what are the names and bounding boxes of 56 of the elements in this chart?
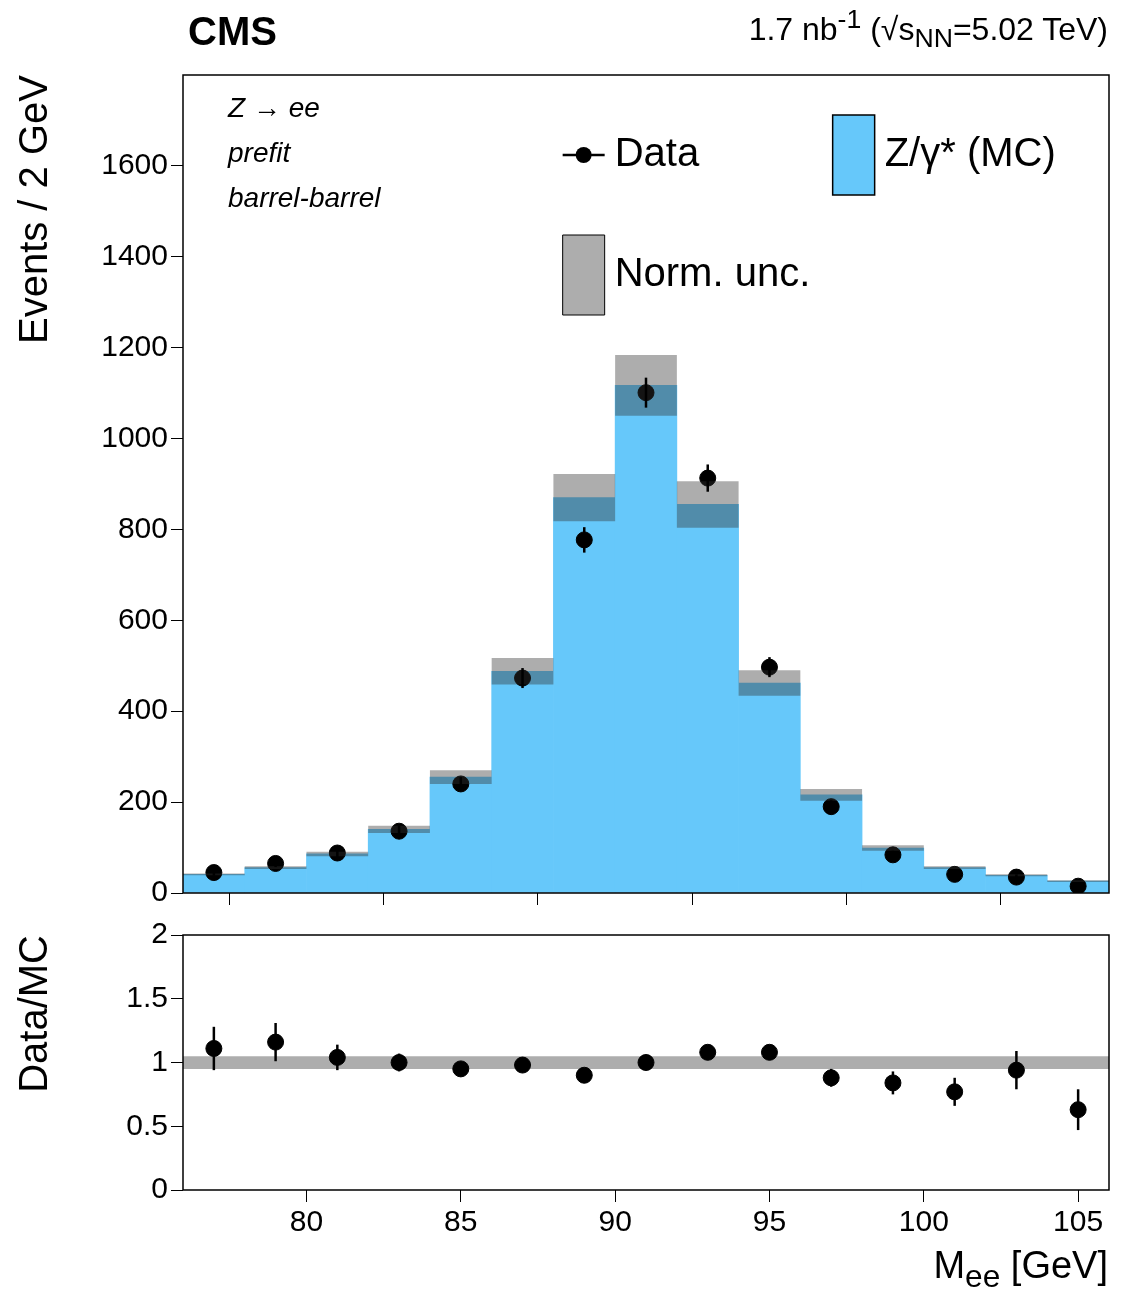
legend-label: Data: [614, 130, 700, 175]
y-tick-label: 1600: [101, 147, 168, 181]
y-tick-label: 200: [117, 783, 168, 817]
point: [390, 822, 408, 840]
y-tick-label: 2: [151, 916, 168, 950]
y-tick-label: 1200: [101, 328, 168, 362]
chart-title: CMS: [188, 9, 277, 54]
point: [884, 846, 902, 864]
y-tick-label: 1: [151, 1043, 168, 1077]
point: [452, 1060, 470, 1078]
annotation: barrel-barrel: [228, 181, 382, 213]
y-axis-title: Data/MC: [11, 935, 56, 1093]
bar: [862, 845, 924, 851]
bar: [676, 481, 739, 528]
y-tick-label: 1.5: [126, 980, 168, 1014]
x-tick-label: 85: [444, 1204, 478, 1238]
y-tick-label: 0: [151, 874, 168, 908]
point: [514, 1056, 532, 1074]
bar: [800, 788, 863, 801]
y-tick-label: 800: [117, 510, 168, 544]
bar: [368, 825, 430, 834]
point: [1007, 868, 1025, 886]
y-tick-label: 0.5: [126, 1107, 168, 1141]
annotation: Z → ee: [227, 91, 320, 123]
point: [205, 864, 223, 882]
y-axis-title: Events / 2 GeV: [11, 74, 56, 345]
y-tick-label: 0: [151, 1171, 168, 1205]
legend-label: Norm. unc.: [614, 250, 811, 295]
point: [328, 844, 346, 862]
bar: [738, 670, 801, 696]
x-tick-label: 100: [898, 1204, 949, 1238]
x-tick-label: 90: [598, 1204, 632, 1238]
x-tick-label: 80: [289, 1204, 324, 1238]
y-tick-label: 1000: [101, 419, 168, 453]
bar: [244, 866, 307, 869]
bar: [615, 354, 677, 416]
bar: [553, 474, 616, 522]
point: [1069, 877, 1087, 893]
point: [452, 775, 470, 793]
legend-label: Z/γ* (MC): [884, 130, 1056, 175]
y-tick-label: 400: [117, 692, 168, 726]
chart-subtitle: 1.7 nb$^{-1}$ (√s$_{NN}$=5.02 TeV): [748, 3, 1108, 54]
point: [637, 1054, 655, 1071]
bar: [429, 770, 492, 784]
point: [267, 854, 285, 872]
bar: [491, 658, 554, 685]
x-tick-label: 105: [1053, 1204, 1104, 1238]
point: [575, 1066, 593, 1084]
annotation: prefit: [227, 136, 292, 168]
bar: [923, 866, 986, 869]
point: [699, 1043, 717, 1061]
y-tick-label: 1400: [101, 238, 168, 272]
x-tick-label: 95: [752, 1204, 787, 1238]
x-axis-title: M$_{ee}$ [GeV]: [932, 1244, 1109, 1295]
y-tick-label: 600: [117, 601, 168, 635]
point: [822, 798, 840, 816]
